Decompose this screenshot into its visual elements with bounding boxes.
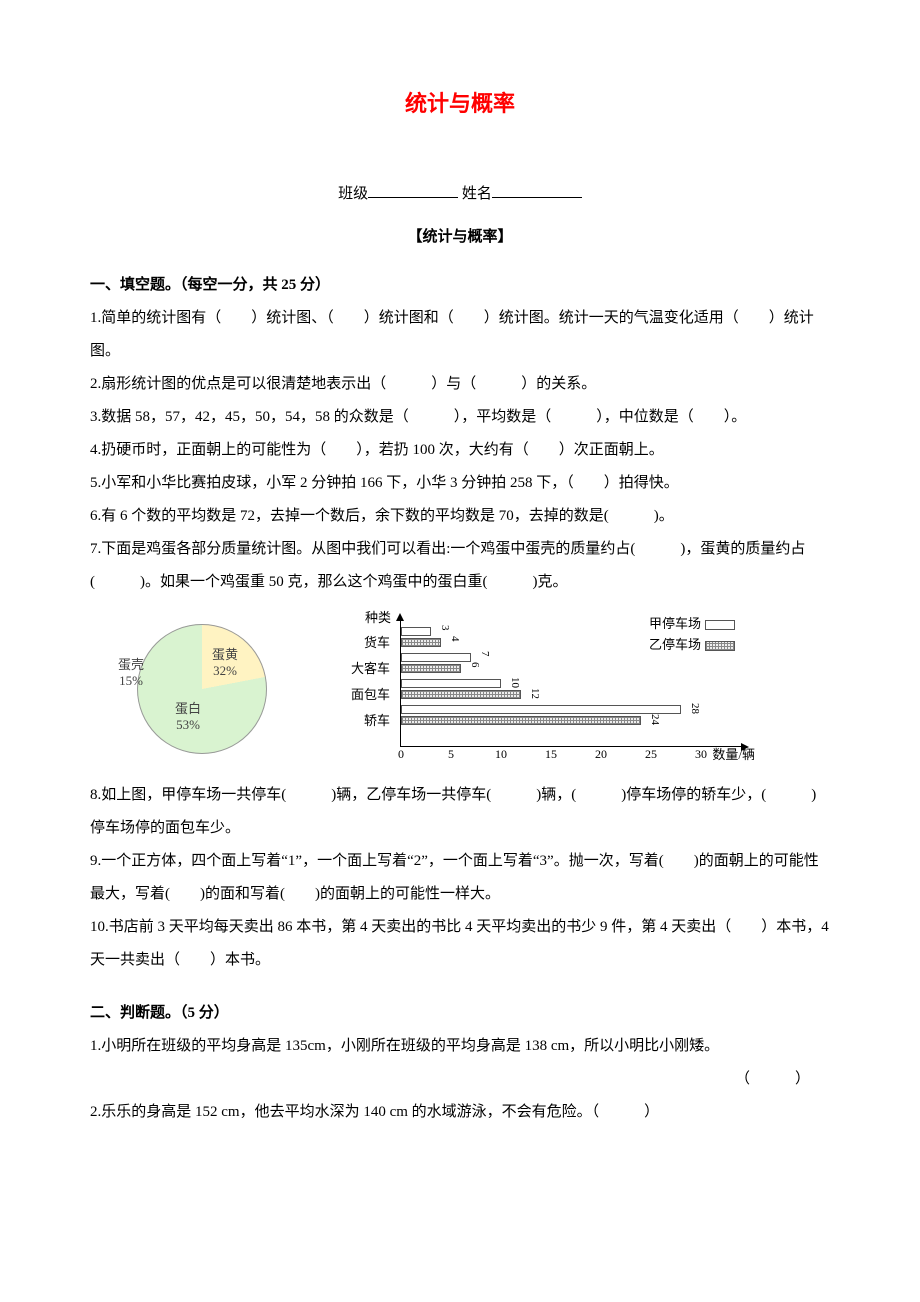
q9: 9.一个正方体，四个面上写着“1”，一个面上写着“2”，一个面上写着“3”。抛一…: [90, 845, 830, 911]
legend-swatch-jia: [705, 620, 735, 630]
bar-segment: [401, 690, 521, 699]
bar-value-label: 3: [433, 625, 457, 631]
pie-chart: 蛋壳15% 蛋黄32% 蛋白53%: [120, 619, 285, 759]
bar-value-label: 12: [523, 688, 547, 699]
bar-segment: [401, 653, 471, 662]
section-1-head: 一、填空题。（每空一分，共 25 分）: [90, 269, 830, 302]
name-label: 姓名: [462, 186, 492, 202]
q10: 10.书店前 3 天平均每天卖出 86 本书，第 4 天卖出的书比 4 天平均卖…: [90, 911, 830, 977]
bar-category-label: 轿车: [325, 707, 395, 736]
spacer: [90, 977, 830, 997]
charts-row: 蛋壳15%蛋黄32%蛋白53% 种类 347610122824 货车大客车面包车…: [120, 609, 830, 769]
pie-graphic: [137, 624, 267, 754]
student-info-line: 班级 姓名: [90, 178, 830, 211]
q5: 5.小军和小华比赛拍皮球，小军 2 分钟拍 166 下，小华 3 分钟拍 258…: [90, 467, 830, 500]
s2-q2: 2.乐乐的身高是 152 cm，他去平均水深为 140 cm 的水域游泳，不会有…: [90, 1096, 830, 1129]
legend-item-yi: 乙停车场: [649, 635, 735, 656]
q7: 7.下面是鸡蛋各部分质量统计图。从图中我们可以看出:一个鸡蛋中蛋壳的质量约占( …: [90, 533, 830, 599]
bar-category-label: 面包车: [325, 681, 395, 710]
legend-item-jia: 甲停车场: [649, 614, 735, 635]
bar-x-tick: 0: [398, 741, 404, 767]
bar-segment: [401, 627, 431, 636]
q8: 8.如上图，甲停车场一共停车( )辆，乙停车场一共停车( )辆，( )停车场停的…: [90, 779, 830, 845]
bar-x-tick: 5: [448, 741, 454, 767]
bar-value-label: 4: [443, 636, 467, 642]
bar-x-tick: 20: [595, 741, 607, 767]
legend-label-yi: 乙停车场: [649, 637, 701, 652]
bar-segment: [401, 638, 441, 647]
q2: 2.扇形统计图的优点是可以很清楚地表示出（ ）与（ ）的关系。: [90, 368, 830, 401]
bar-legend: 甲停车场 乙停车场: [649, 614, 735, 656]
legend-label-jia: 甲停车场: [649, 616, 701, 631]
bar-value-label: 10: [503, 677, 527, 688]
page: 统计与概率 班级 姓名 【统计与概率】 一、填空题。（每空一分，共 25 分） …: [0, 0, 920, 1302]
legend-swatch-yi: [705, 641, 735, 651]
name-blank[interactable]: [492, 182, 582, 198]
bar-x-tick: 25: [645, 741, 657, 767]
bar-x-tick: 10: [495, 741, 507, 767]
q4: 4.扔硬币时，正面朝上的可能性为（ ），若扔 100 次，大约有（ ）次正面朝上…: [90, 434, 830, 467]
section-2-head: 二、判断题。（5 分）: [90, 997, 830, 1030]
s2-q1: 1.小明所在班级的平均身高是 135cm，小刚所在班级的平均身高是 138 cm…: [90, 1030, 830, 1063]
bar-segment: [401, 716, 641, 725]
bar-segment: [401, 664, 461, 673]
bar-category-label: 货车: [325, 629, 395, 658]
bar-segment: [401, 705, 681, 714]
bar-x-tick: 30: [695, 741, 707, 767]
bar-value-label: 24: [643, 714, 667, 725]
bar-value-label: 7: [473, 651, 497, 657]
bar-chart: 种类 347610122824 货车大客车面包车轿车 051015202530 …: [325, 609, 745, 769]
pie-slice-label: 蛋白53%: [175, 701, 201, 732]
class-label: 班级: [338, 186, 368, 202]
s2-q1-blank: （ ）: [90, 1063, 830, 1096]
bar-category-label: 大客车: [325, 655, 395, 684]
subtitle: 【统计与概率】: [90, 221, 830, 254]
bar-segment: [401, 679, 501, 688]
class-blank[interactable]: [368, 182, 458, 198]
bar-value-label: 28: [683, 703, 707, 714]
bar-value-label: 6: [463, 662, 487, 668]
pie-slice-label: 蛋壳15%: [118, 657, 144, 688]
q1: 1.简单的统计图有（ ）统计图、（ ）统计图和（ ）统计图。统计一天的气温变化适…: [90, 302, 830, 368]
q6: 6.有 6 个数的平均数是 72，去掉一个数后，余下数的平均数是 70，去掉的数…: [90, 500, 830, 533]
bar-x-tick: 15: [545, 741, 557, 767]
bar-y-arrow-icon: [396, 613, 404, 621]
page-title: 统计与概率: [90, 80, 830, 128]
bar-x-label: 数量/辆: [712, 741, 755, 770]
q3: 3.数据 58，57，42，45，50，54，58 的众数是（ ），平均数是（ …: [90, 401, 830, 434]
pie-slice-label: 蛋黄32%: [212, 647, 238, 678]
